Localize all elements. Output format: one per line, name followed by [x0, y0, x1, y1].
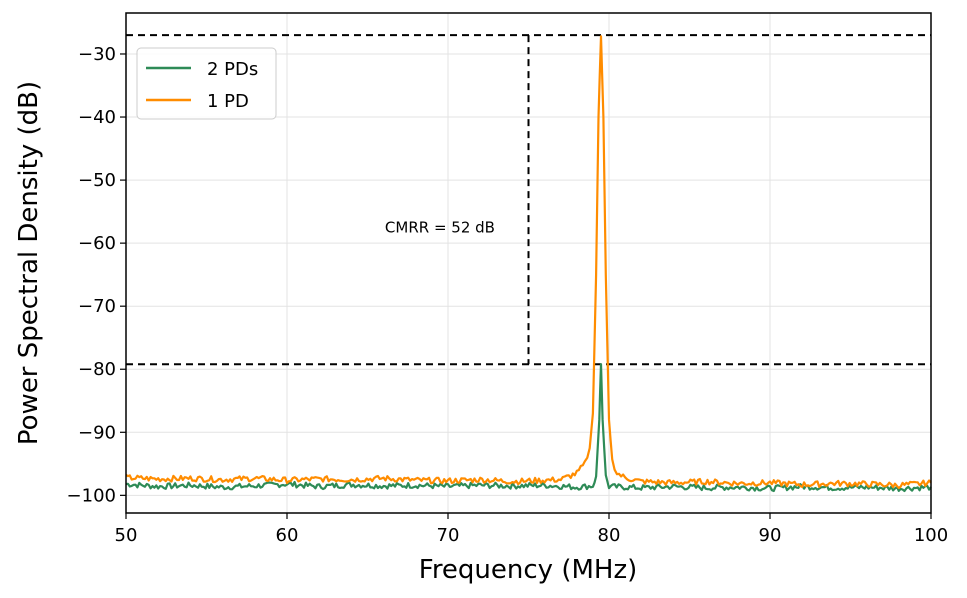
y-tick-label: −40: [78, 107, 116, 128]
x-tick-label: 80: [598, 525, 621, 546]
series-line-2pds: [125, 363, 932, 493]
x-axis-title: Frequency (MHz): [419, 555, 638, 585]
x-tick-label: 90: [759, 525, 782, 546]
x-tick-label: 60: [276, 525, 299, 546]
y-tick-label: −30: [78, 44, 116, 65]
y-tick-label: −50: [78, 170, 116, 191]
cmrr-annotation: CMRR = 52 dB: [385, 218, 495, 236]
reference-lines: [126, 34, 931, 366]
y-axis-title: Power Spectral Density (dB): [14, 81, 44, 445]
y-tick-label: −100: [67, 485, 116, 506]
x-tick-label: 70: [437, 525, 460, 546]
axis-ticks: 50 60 70 80 90 100 −30 −40 −50 −60 −70 −80 −90 −100: [67, 44, 949, 546]
y-tick-label: −70: [78, 296, 116, 317]
y-tick-label: −80: [78, 359, 116, 380]
y-tick-label: −60: [78, 233, 116, 254]
series-lines: [125, 35, 932, 493]
y-tick-label: −90: [78, 422, 116, 443]
x-tick-label: 50: [115, 525, 138, 546]
legend-label-1pd: 1 PD: [207, 91, 249, 112]
plot-frame: [125, 12, 932, 514]
legend-label-2pds: 2 PDs: [207, 59, 258, 80]
x-tick-label: 100: [914, 525, 948, 546]
series-line-1pd: [125, 35, 932, 490]
legend: 2 PDs 1 PD: [136, 47, 277, 120]
